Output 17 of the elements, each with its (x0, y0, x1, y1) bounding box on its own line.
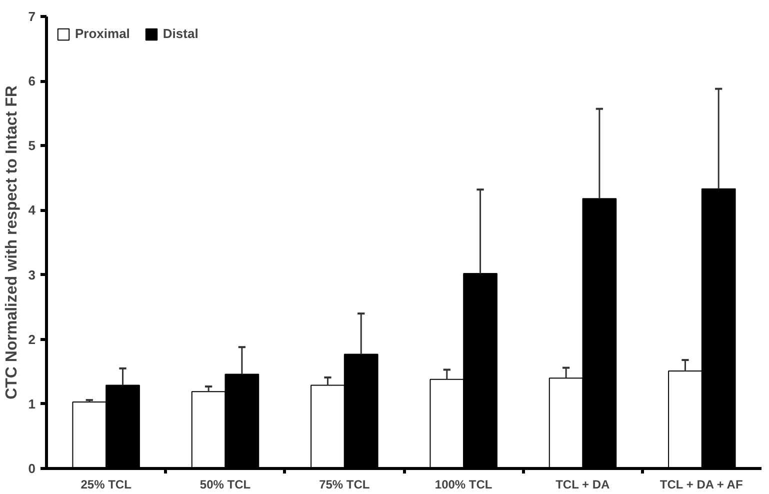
x-tick-label: 100% TCL (434, 478, 492, 492)
y-tick-label: 0 (28, 461, 36, 476)
y-tick-label: 2 (28, 332, 36, 347)
y-tick-label: 6 (28, 74, 36, 89)
x-tick-label: 75% TCL (319, 478, 370, 492)
legend-label: Distal (162, 26, 198, 41)
x-tick-label: TCL + DA (556, 478, 610, 492)
legend-label: Proximal (75, 26, 130, 41)
y-tick-label: 5 (28, 138, 36, 154)
y-axis-title: CTC Normalized with respect to Intact FR (3, 85, 20, 400)
y-tick-label: 3 (28, 267, 36, 282)
x-tick-label: 25% TCL (80, 478, 132, 492)
y-tick-label: 1 (28, 396, 36, 412)
x-tick-label: TCL + DA + AF (660, 478, 743, 492)
x-tick-label: 50% TCL (200, 478, 251, 492)
y-tick-label: 4 (28, 202, 36, 218)
y-tick-label: 7 (28, 9, 36, 24)
